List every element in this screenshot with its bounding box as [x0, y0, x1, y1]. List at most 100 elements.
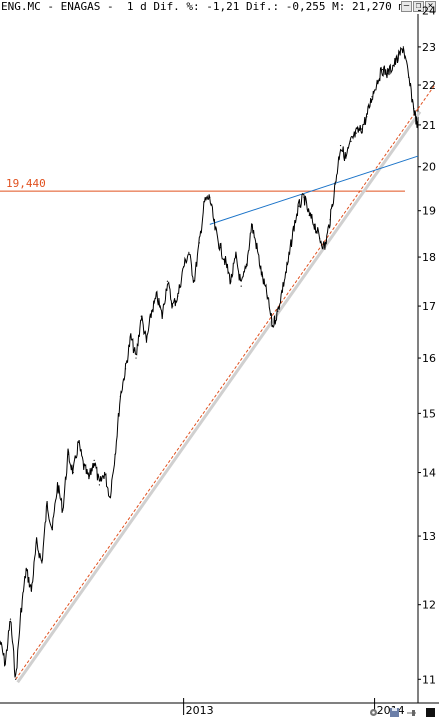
pin-icon[interactable]: [406, 703, 417, 716]
chart-header: ENG.MC - ENAGAS - 1 d Dif. %: -1,21 Dif.…: [0, 0, 439, 14]
price-data-point: [56, 484, 59, 486]
price-data-point: [235, 256, 237, 258]
price-data-point: [245, 266, 248, 268]
price-data-point: [20, 611, 22, 613]
price-data-point: [308, 214, 310, 216]
price-data-point: [25, 569, 27, 571]
price-data-point: [166, 280, 169, 282]
y-tick-label: 15: [422, 407, 436, 420]
price-data-point: [407, 76, 410, 78]
price-data-point: [329, 219, 331, 221]
price-data-point: [193, 280, 195, 282]
support-trendline-shadow: [16, 110, 422, 684]
price-data-point: [381, 68, 384, 71]
price-data-point: [324, 246, 326, 249]
price-data-point: [130, 336, 132, 338]
support-trendline-extension: [417, 83, 436, 110]
price-data-point: [41, 562, 43, 564]
x-tick-label: 2013: [186, 704, 214, 715]
price-data-point: [303, 196, 305, 198]
price-data-point: [334, 183, 336, 185]
y-tick-label: 19: [422, 205, 436, 218]
y-tick-label: 22: [422, 79, 436, 92]
price-data-point: [319, 237, 321, 239]
price-data-point: [350, 140, 352, 142]
y-tick-label: 14: [422, 467, 436, 480]
chart-title-text: ENG.MC - ENAGAS - 1 d Dif. %: -1,21 Dif.…: [1, 0, 439, 13]
y-tick-label: 17: [422, 300, 436, 313]
price-data-point: [402, 46, 404, 48]
price-data-point: [376, 80, 378, 82]
horizontal-level-label: 19,440: [6, 177, 46, 190]
price-data-point: [51, 528, 53, 531]
price-data-point: [140, 315, 142, 317]
price-data-point: [36, 542, 38, 544]
price-data-point: [30, 589, 32, 592]
price-data-point: [0, 640, 1, 642]
price-data-point: [124, 368, 127, 370]
price-data-point: [366, 116, 368, 118]
price-data-point: [67, 453, 69, 455]
price-data-point: [287, 261, 289, 263]
save-icon[interactable]: [389, 703, 400, 717]
y-tick-label: 21: [422, 119, 436, 132]
price-data-point: [88, 478, 90, 480]
price-data-point: [392, 65, 394, 67]
price-data-point: [72, 471, 74, 474]
price-data-point: [145, 341, 148, 343]
y-tick-label: 16: [422, 352, 436, 365]
price-data-point: [271, 325, 274, 328]
price-data-point: [93, 459, 95, 461]
price-data-point: [292, 228, 295, 230]
price-data-point: [277, 310, 279, 312]
price-data-point: [209, 196, 211, 198]
y-tick-label: 23: [422, 41, 436, 54]
price-data-point: [224, 261, 227, 263]
price-data-point: [214, 228, 216, 230]
settings-icon[interactable]: [368, 703, 379, 716]
price-data-point: [156, 295, 158, 297]
resistance-trendline: [209, 155, 419, 225]
close-icon[interactable]: ✕: [425, 1, 436, 12]
price-data-point: [46, 503, 48, 505]
price-data-point: [62, 509, 64, 511]
price-data-point: [104, 471, 106, 474]
y-tick-label: 11: [422, 673, 436, 686]
price-data-point: [177, 295, 179, 297]
y-tick-label: 24: [422, 4, 436, 17]
square-icon[interactable]: [425, 703, 436, 717]
price-data-point: [119, 395, 121, 398]
price-data-point: [4, 663, 6, 665]
minimize-icon[interactable]: –: [401, 1, 412, 12]
restore-icon[interactable]: ❐: [413, 1, 424, 12]
price-data-point: [282, 285, 284, 287]
price-data-point: [98, 484, 100, 486]
support-trendline: [15, 108, 419, 680]
price-data-point: [313, 223, 316, 225]
price-data-point: [172, 305, 174, 307]
price-data-point: [371, 96, 373, 98]
price-data-point: [109, 496, 111, 498]
price-data-point: [387, 72, 389, 75]
price-data-point: [339, 144, 342, 147]
price-data-point: [417, 128, 419, 130]
price-data-point: [151, 310, 153, 312]
price-data-point: [413, 108, 415, 110]
price-data-point: [161, 315, 163, 317]
price-data-point: [219, 246, 221, 249]
price-data-point: [83, 465, 85, 468]
price-data-point: [198, 242, 200, 244]
price-data-point: [183, 266, 185, 268]
price-data-point: [135, 357, 137, 359]
price-data-point: [256, 246, 258, 249]
price-data-point: [298, 205, 300, 207]
price-data-point: [397, 57, 399, 59]
price-data-point: [266, 295, 268, 297]
price-data-point: [360, 128, 363, 130]
price-data-point: [188, 251, 190, 253]
y-tick-label: 12: [422, 599, 436, 612]
price-data-point: [203, 201, 206, 203]
price-data-point: [15, 678, 17, 680]
price-data-point: [77, 441, 80, 444]
